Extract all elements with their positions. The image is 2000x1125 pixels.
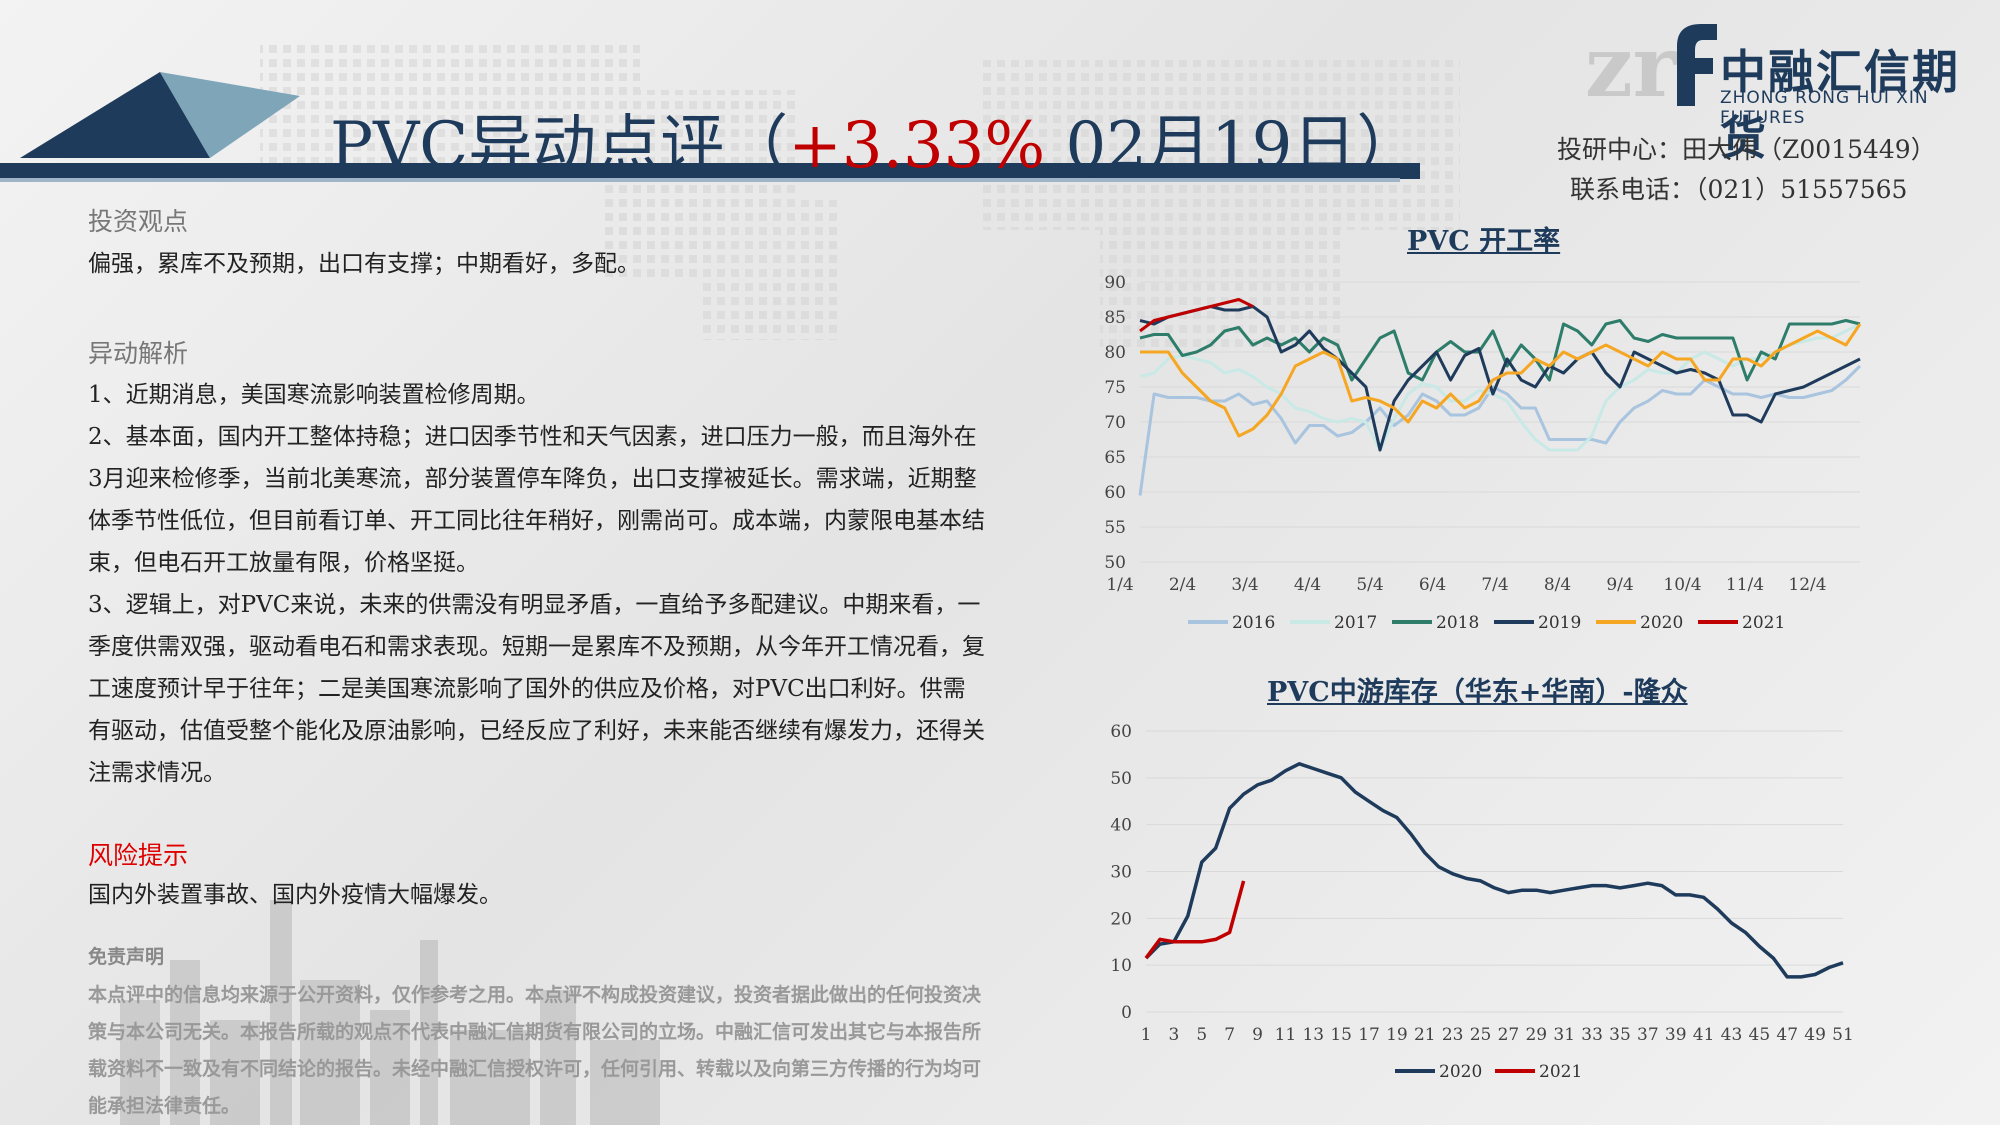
title-paren-open: （ [724, 109, 789, 183]
x-tick-label: 4/4 [1294, 575, 1321, 595]
legend-label: 2016 [1232, 613, 1275, 633]
series-line-2021 [1139, 298, 1254, 333]
x-tick-label: 12/4 [1788, 575, 1826, 595]
x-tick-label: 29 [1525, 1025, 1547, 1045]
risk-heading: 风险提示 [88, 841, 189, 870]
chart-utilization: 50 55 60 65 70 75 80 85 90 1/4 2/4 3/4 4/4 5/4 6/4 7/4 8… [1104, 273, 1862, 633]
x-tick-label: 25 [1470, 1025, 1492, 1045]
y-tick-label: 80 [1104, 343, 1126, 363]
x-tick-label: 9 [1252, 1025, 1263, 1045]
x-tick-label: 37 [1637, 1025, 1659, 1045]
x-tick-label: 1 [1141, 1025, 1152, 1045]
x-tick-label: 33 [1581, 1025, 1603, 1045]
x-tick-label: 5/4 [1356, 575, 1383, 595]
x-tick-label: 2/4 [1169, 575, 1196, 595]
analyst-info: 投研中心：田大伟（Z0015449） [1557, 135, 1936, 164]
x-tick-label: 3/4 [1231, 575, 1258, 595]
x-tick-label: 11 [1275, 1025, 1297, 1045]
analysis-heading: 异动解析 [88, 339, 189, 368]
title-date: 02月19日 [1065, 109, 1357, 183]
y-tick-label: 50 [1110, 769, 1132, 789]
x-tick-label: 7 [1224, 1025, 1235, 1045]
chart-inventory-title: PVC中游库存（华东+华南）-隆众 [1267, 677, 1688, 708]
x-tick-label: 17 [1358, 1025, 1380, 1045]
title-paren-close: ） [1356, 109, 1421, 183]
x-tick-label: 45 [1749, 1025, 1771, 1045]
legend-label: 2020 [1640, 613, 1683, 633]
x-tick-label: 13 [1302, 1025, 1324, 1045]
x-tick-label: 7/4 [1481, 575, 1508, 595]
x-tick-label: 23 [1442, 1025, 1464, 1045]
x-tick-label: 9/4 [1606, 575, 1633, 595]
series-line-2021 [1144, 880, 1246, 960]
x-tick-label: 31 [1553, 1025, 1575, 1045]
y-tick-label: 65 [1104, 448, 1126, 468]
company-logo-mark: zr [1585, 18, 1717, 108]
x-tick-label: 19 [1386, 1025, 1408, 1045]
price-change: +3.33% [788, 109, 1046, 183]
y-tick-label: 55 [1104, 518, 1126, 538]
y-tick-label: 90 [1104, 273, 1126, 293]
phone-info: 联系电话：（021）51557565 [1570, 175, 1908, 204]
x-tick-label: 5 [1196, 1025, 1207, 1045]
svg-text:zr: zr [1585, 18, 1679, 108]
x-tick-label: 49 [1804, 1025, 1826, 1045]
x-tick-label: 3 [1168, 1025, 1179, 1045]
legend-label: 2018 [1436, 613, 1479, 633]
x-tick-label: 6/4 [1419, 575, 1446, 595]
series-line-2020 [1140, 323, 1862, 438]
x-tick-label: 11/4 [1726, 575, 1764, 595]
legend-label: 2019 [1538, 613, 1581, 633]
y-tick-label: 60 [1110, 722, 1132, 742]
disclaimer-text: 本点评中的信息均来源于公开资料，仅作参考之用。本点评不构成投资建议，投资者据此做… [88, 984, 982, 1117]
header-bar-accent [0, 178, 1400, 182]
x-tick-label: 15 [1330, 1025, 1352, 1045]
x-tick-label: 1/4 [1106, 575, 1133, 595]
x-tick-label: 47 [1776, 1025, 1798, 1045]
y-tick-label: 75 [1104, 378, 1126, 398]
company-logo-name: 中融汇信期货 [1720, 45, 1960, 165]
page-title: PVC异动点评（+3.33% 02月19日） [330, 94, 1420, 186]
series-line-2019 [1139, 305, 1861, 452]
series-line-2018 [1139, 319, 1861, 382]
x-tick-label: 10/4 [1663, 575, 1701, 595]
disclaimer-heading: 免责声明 [88, 946, 165, 968]
x-tick-label: 41 [1693, 1025, 1715, 1045]
series-line-2016 [1138, 364, 1862, 496]
y-tick-label: 20 [1110, 909, 1132, 929]
x-tick-label: 43 [1721, 1025, 1743, 1045]
x-tick-label: 35 [1609, 1025, 1631, 1045]
x-tick-label: 39 [1665, 1025, 1687, 1045]
y-tick-label: 70 [1104, 413, 1126, 433]
y-tick-label: 85 [1104, 308, 1126, 328]
legend-label: 2021 [1742, 613, 1785, 633]
risk-text: 国内外装置事故、国内外疫情大幅爆发。 [88, 882, 502, 908]
legend-label: 2017 [1334, 613, 1377, 633]
investment-view-text: 偏强，累库不及预期，出口有支撑；中期看好，多配。 [88, 251, 640, 277]
y-tick-label: 40 [1110, 816, 1132, 836]
title-text: PVC异动点评 [330, 109, 725, 183]
y-tick-label: 50 [1104, 553, 1126, 573]
x-tick-label: 51 [1832, 1025, 1854, 1045]
header-bar [0, 163, 1420, 179]
chart-utilization-title: PVC 开工率 [1407, 226, 1561, 257]
legend-label: 2021 [1539, 1062, 1582, 1082]
y-tick-label: 0 [1121, 1003, 1132, 1023]
analysis-point-3: 3、逻辑上，对PVC来说，未来的供需没有明显矛盾，一直给予多配建议。中期来看，一… [88, 592, 985, 786]
analysis-point-2: 2、基本面，国内开工整体持稳；进口因季节性和天气因素，进口压力一般，而且海外在3… [88, 424, 985, 576]
y-tick-label: 30 [1110, 863, 1132, 883]
header-triangles [20, 72, 300, 158]
series-line-2020 [1144, 762, 1844, 979]
company-logo-subtitle: ZHONG RONG HUI XIN FUTURES [1720, 88, 1929, 128]
y-tick-label: 10 [1110, 956, 1132, 976]
legend-label: 2020 [1439, 1062, 1482, 1082]
x-tick-label: 21 [1414, 1025, 1436, 1045]
investment-view-heading: 投资观点 [88, 207, 189, 236]
y-tick-label: 60 [1104, 483, 1126, 503]
x-tick-label: 27 [1498, 1025, 1520, 1045]
x-tick-label: 8/4 [1544, 575, 1571, 595]
analysis-point-1: 1、近期消息，美国寒流影响装置检修周期。 [88, 382, 540, 408]
